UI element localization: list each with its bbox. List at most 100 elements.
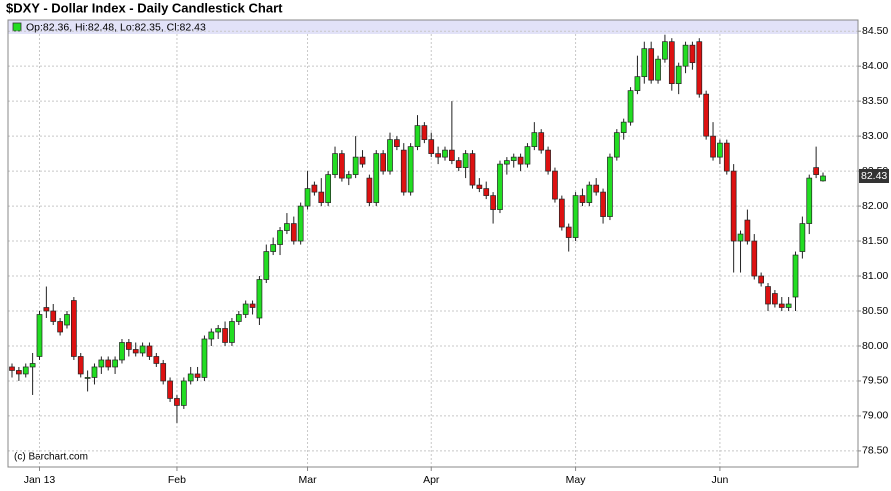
candle-body	[119, 342, 125, 361]
candle-body	[297, 205, 304, 242]
y-tick-label: 83.50	[862, 95, 888, 107]
candle-body	[359, 156, 366, 165]
candle-body	[675, 65, 682, 85]
candle-body	[400, 149, 407, 193]
legend-bar	[8, 20, 858, 34]
candle-body	[235, 314, 242, 322]
candle-body	[366, 177, 373, 203]
candle-body	[105, 359, 112, 368]
candle-body	[112, 359, 118, 368]
candle-body	[682, 44, 689, 67]
x-tick-label: Apr	[423, 474, 440, 486]
candle-body	[696, 41, 703, 95]
candle-body	[160, 363, 167, 382]
candle-body	[641, 48, 648, 78]
candle-body	[174, 398, 180, 406]
candle-body	[132, 349, 139, 354]
candle-body	[380, 153, 386, 172]
candle-body	[229, 321, 235, 343]
candle-body	[435, 153, 441, 158]
candle-body	[758, 275, 764, 284]
candle-body	[50, 310, 57, 322]
candle-body	[442, 149, 448, 158]
candle-body	[572, 195, 579, 238]
candle-body	[545, 149, 551, 172]
candle-body	[717, 142, 723, 158]
candle-body	[64, 314, 70, 326]
candle-body	[483, 188, 490, 196]
candle-body	[187, 373, 194, 382]
candle-body	[613, 132, 620, 158]
candle-body	[737, 233, 744, 242]
candle-body	[201, 338, 208, 378]
candle-body	[125, 342, 132, 350]
candle-body	[462, 153, 469, 168]
plot-border	[7, 19, 859, 468]
y-tick-label: 79.00	[862, 410, 888, 422]
candle-body	[304, 188, 311, 207]
candle-body	[414, 125, 421, 147]
candle-body	[153, 356, 160, 364]
y-tick-label: 81.00	[862, 270, 888, 282]
legend-text: Op:82.36, Hi:82.48, Lo:82.35, Cl:82.43	[26, 21, 206, 33]
candle-body	[91, 366, 98, 378]
candle-body	[778, 303, 785, 308]
candle-body	[36, 314, 43, 357]
candle-body	[565, 226, 572, 238]
candle-body	[352, 156, 359, 175]
candle-body	[43, 307, 50, 312]
last-price-box	[859, 168, 889, 183]
candle-body	[421, 125, 428, 140]
candle-body	[84, 377, 91, 379]
candle-body	[318, 191, 325, 203]
candle-body	[284, 223, 290, 231]
candle-body	[428, 139, 435, 154]
candle-body	[600, 191, 606, 217]
candle-body	[792, 254, 799, 298]
candle-body	[449, 149, 455, 161]
chart-title: $DXY - Dollar Index - Daily Candlestick …	[6, 0, 283, 15]
candle-body	[339, 153, 345, 179]
candle-body	[22, 366, 29, 375]
candle-body	[552, 170, 558, 200]
candle-body	[579, 195, 586, 203]
last-price-label: 82.43	[861, 170, 887, 182]
candle-body	[71, 300, 77, 357]
candle-body	[407, 146, 414, 193]
candle-body	[558, 198, 565, 228]
candle-body	[476, 184, 483, 189]
candle-body	[345, 174, 352, 179]
candle-body	[387, 139, 393, 172]
candle-body	[325, 174, 332, 203]
candle-body	[607, 156, 613, 217]
y-tick-label: 79.50	[862, 375, 888, 387]
candle-body	[242, 303, 249, 315]
candle-body	[256, 279, 263, 319]
candle-body	[180, 380, 187, 406]
watermark: (c) Barchart.com	[14, 452, 88, 463]
candle-body	[765, 286, 771, 305]
y-tick-label: 82.00	[862, 200, 888, 212]
candle-body	[820, 175, 826, 182]
candle-body	[215, 328, 222, 333]
candle-body	[703, 93, 710, 137]
candle-body	[503, 160, 510, 165]
candle-body	[270, 244, 277, 252]
candle-body	[586, 184, 593, 203]
candle-body	[634, 76, 641, 92]
candle-body	[208, 331, 215, 340]
candle-body	[98, 359, 105, 368]
y-tick-label: 83.00	[862, 130, 888, 142]
candle-body	[772, 293, 778, 305]
candle-body	[806, 177, 813, 224]
candle-body	[668, 41, 675, 85]
candle-body	[146, 345, 153, 357]
candle-body	[249, 303, 256, 308]
candle-body	[469, 153, 476, 186]
y-tick-label: 78.50	[862, 445, 888, 457]
candle-body	[490, 195, 496, 210]
candle-body	[744, 219, 751, 242]
y-tick-label: 80.50	[862, 305, 888, 317]
x-tick-label: May	[566, 474, 587, 486]
candle-body	[497, 163, 503, 210]
